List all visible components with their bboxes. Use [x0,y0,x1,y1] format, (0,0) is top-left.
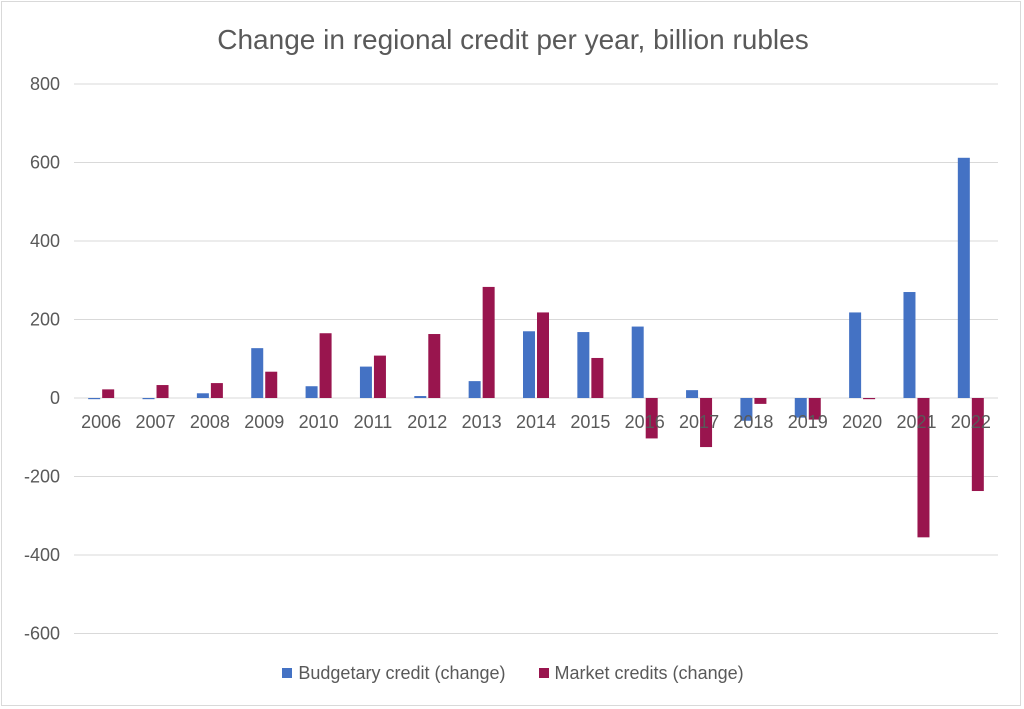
y-tick-label: -600 [24,624,60,644]
y-tick-label: 200 [30,310,60,330]
bar-budgetary-2017 [686,390,699,398]
bar-market-2022 [971,398,984,492]
bar-budgetary-2011 [359,366,372,398]
y-tick-label: 600 [30,153,60,173]
bar-budgetary-2009 [251,348,264,398]
bar-market-2007 [156,385,169,398]
bar-market-2020 [863,398,876,400]
x-tick-label: 2018 [733,412,773,432]
bar-market-2008 [210,383,223,398]
y-tick-label: 400 [30,231,60,251]
bar-market-2013 [482,286,495,398]
bar-budgetary-2014 [523,331,535,398]
legend-item-market: Market credits (change) [538,662,744,684]
bar-budgetary-2019 [794,398,807,418]
x-tick-label: 2007 [136,412,176,432]
legend-item-budgetary: Budgetary credit (change) [282,662,506,684]
bar-budgetary-2010 [305,386,318,398]
bar-budgetary-2006 [88,398,101,400]
bar-market-2017 [700,398,713,448]
y-tick-label: -400 [24,545,60,565]
bar-market-2006 [102,389,115,398]
bar-budgetary-2015 [577,332,590,398]
bar-market-2021 [917,398,930,538]
y-tick-label: -200 [24,467,60,487]
bar-market-2016 [645,398,658,439]
bar-budgetary-2022 [957,157,970,398]
bar-market-2019 [808,398,821,420]
bar-market-2011 [373,355,386,398]
x-tick-label: 2021 [896,412,936,432]
x-tick-label: 2012 [407,412,447,432]
bar-market-2014 [537,312,549,398]
bar-market-2009 [265,371,278,398]
x-tick-label: 2011 [354,412,393,432]
bar-budgetary-2013 [468,381,481,398]
legend-label-market: Market credits (change) [554,662,744,683]
x-tick-label: 2009 [244,412,284,432]
x-tick-label: 2010 [299,412,339,432]
x-tick-label: 2019 [788,412,828,432]
bar-market-2018 [754,398,767,404]
bar-budgetary-2016 [631,326,644,398]
x-tick-label: 2022 [951,412,991,432]
x-tick-label: 2016 [625,412,665,432]
legend-swatch-budgetary [282,668,293,678]
x-tick-label: 2008 [190,412,230,432]
chart-title: Change in regional credit per year, bill… [217,24,809,55]
bar-budgetary-2008 [196,393,209,398]
x-tick-label: 2014 [516,412,556,432]
bar-budgetary-2018 [740,398,753,421]
x-tick-label: 2020 [842,412,882,432]
bar-market-2012 [428,334,441,398]
bar-budgetary-2012 [414,396,427,398]
x-tick-label: 2013 [462,412,502,432]
x-tick-label: 2015 [570,412,610,432]
bar-market-2015 [591,357,604,398]
bar-budgetary-2021 [903,292,916,398]
legend-label-budgetary: Budgetary credit (change) [298,662,506,683]
x-tick-label: 2006 [81,412,121,432]
y-tick-label: 0 [50,388,60,408]
x-tick-label: 2017 [679,412,719,432]
legend-swatch-market [538,668,549,678]
y-tick-label: 800 [30,74,60,94]
bar-budgetary-2007 [142,398,155,400]
bar-budgetary-2020 [849,312,862,398]
legend: Budgetary credit (change) Market credits… [2,662,1024,684]
bar-market-2010 [319,333,332,398]
